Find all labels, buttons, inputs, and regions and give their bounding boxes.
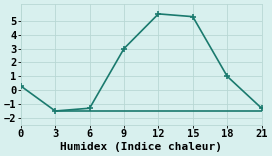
X-axis label: Humidex (Indice chaleur): Humidex (Indice chaleur) (60, 142, 222, 152)
